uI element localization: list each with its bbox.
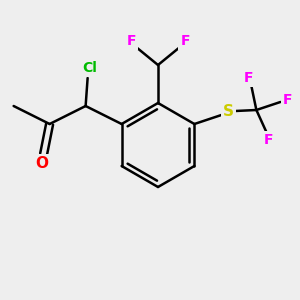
Text: F: F — [283, 93, 292, 107]
Text: O: O — [35, 157, 48, 172]
Text: S: S — [223, 104, 234, 119]
Text: F: F — [244, 71, 253, 85]
Text: F: F — [264, 133, 273, 147]
Text: F: F — [180, 34, 190, 48]
Text: F: F — [126, 34, 136, 48]
Text: Cl: Cl — [82, 61, 97, 75]
